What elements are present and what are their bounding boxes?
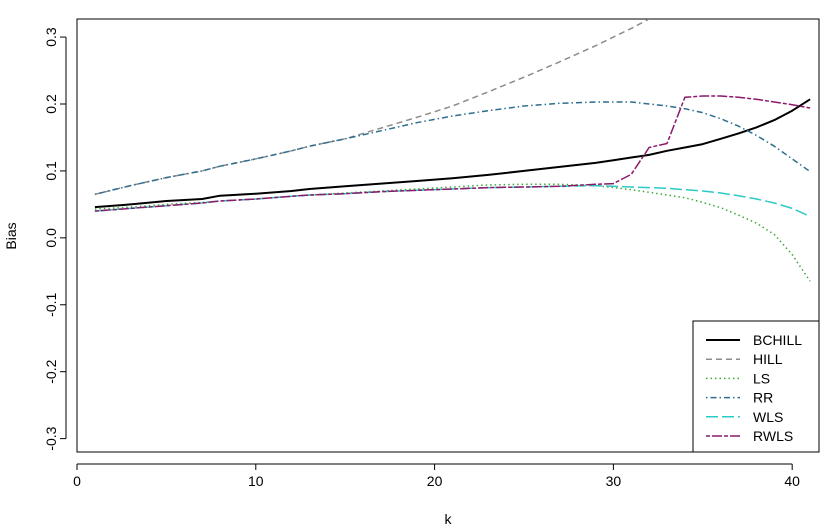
y-tick-label: 0.1 (43, 161, 59, 181)
y-tick-label: 0.0 (43, 228, 59, 248)
y-tick-label: 0.3 (43, 27, 59, 47)
x-tick-label: 0 (73, 473, 81, 489)
series-line-bchill (94, 98, 811, 209)
x-tick-label: 20 (427, 473, 443, 489)
x-tick-label: 10 (248, 473, 264, 489)
x-tick-label: 30 (606, 473, 622, 489)
series-line-wls (94, 184, 811, 218)
axes-layer: 0 10 20 30 40 -0.3 -0.2 -0.1 0.0 0.1 0.2 0.3 (43, 27, 800, 489)
legend-label-ls: LS (753, 370, 770, 386)
legend-label-rwls: RWLS (753, 428, 793, 444)
y-tick-label: -0.3 (43, 426, 59, 450)
y-tick-label: -0.2 (43, 359, 59, 383)
x-tick-label: 40 (784, 473, 800, 489)
legend-label-bchill: BCHILL (753, 332, 802, 348)
series-line-hill (94, 19, 650, 196)
series-layer (94, 19, 811, 282)
series-line-rwls (94, 95, 811, 212)
x-axis-title: k (445, 511, 453, 527)
legend-label-hill: HILL (753, 351, 783, 367)
legend-label-rr: RR (753, 390, 773, 406)
y-axis-title: Bias (3, 222, 19, 249)
y-tick-label: -0.1 (43, 292, 59, 316)
series-line-rr (94, 101, 811, 196)
legend-label-wls: WLS (753, 409, 783, 425)
legend-box (692, 320, 820, 453)
plot-area-frame (76, 18, 820, 453)
legend: BCHILL HILL LS RR WLS RWLS (692, 320, 820, 453)
y-tick-label: 0.2 (43, 94, 59, 114)
